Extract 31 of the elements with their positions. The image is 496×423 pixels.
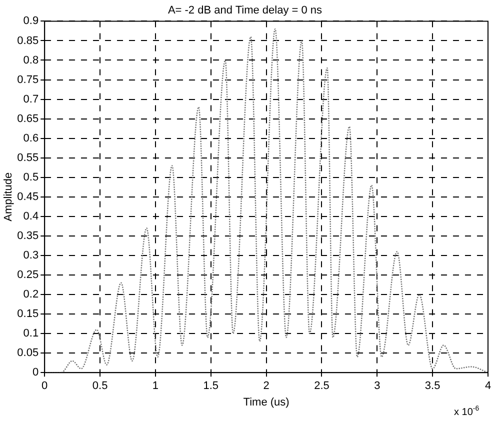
chart-title: A= -2 dB and Time delay = 0 ns bbox=[168, 4, 323, 17]
y-tick-label: 0.65 bbox=[17, 112, 39, 125]
x-tick-label: 1.5 bbox=[203, 380, 219, 392]
x-axis-title: Time (us) bbox=[243, 396, 290, 408]
x-tick-label: 1 bbox=[152, 380, 159, 392]
y-tick-label: 0.75 bbox=[17, 74, 39, 86]
x-tick-label: 0 bbox=[42, 380, 48, 392]
y-tick-label: 0.7 bbox=[23, 93, 39, 106]
x-tick-label: 2 bbox=[263, 380, 270, 392]
y-tick-label: 0.45 bbox=[17, 190, 39, 203]
x-tick-label: 3.5 bbox=[424, 380, 440, 392]
y-tick-label: 0.5 bbox=[23, 171, 39, 184]
y-tick-label: 0.8 bbox=[23, 54, 39, 66]
y-tick-label: 0.85 bbox=[17, 34, 39, 47]
y-tick-label: 0.9 bbox=[23, 15, 39, 28]
x-tick-label: 3 bbox=[374, 380, 380, 392]
y-tick-label: 0.1 bbox=[23, 328, 39, 340]
y-tick-label: 0.4 bbox=[23, 210, 39, 222]
x-tick-label: 0.5 bbox=[92, 380, 108, 392]
x-tick-label: 4 bbox=[484, 380, 492, 392]
y-axis-title: Amplitude bbox=[2, 172, 15, 222]
y-tick-label: 0.2 bbox=[23, 288, 39, 301]
y-tick-label: 0 bbox=[32, 366, 39, 379]
y-tick-label: 0.15 bbox=[17, 308, 39, 320]
y-tick-label: 0.6 bbox=[23, 132, 39, 144]
x-tick-label: 2.5 bbox=[314, 380, 330, 392]
y-tick-label: 0.3 bbox=[23, 250, 39, 262]
y-tick-label: 0.25 bbox=[17, 269, 39, 282]
y-tick-label: 0.55 bbox=[17, 152, 39, 164]
y-tick-label: 0.35 bbox=[17, 230, 39, 242]
y-tick-label: 0.05 bbox=[17, 347, 39, 360]
